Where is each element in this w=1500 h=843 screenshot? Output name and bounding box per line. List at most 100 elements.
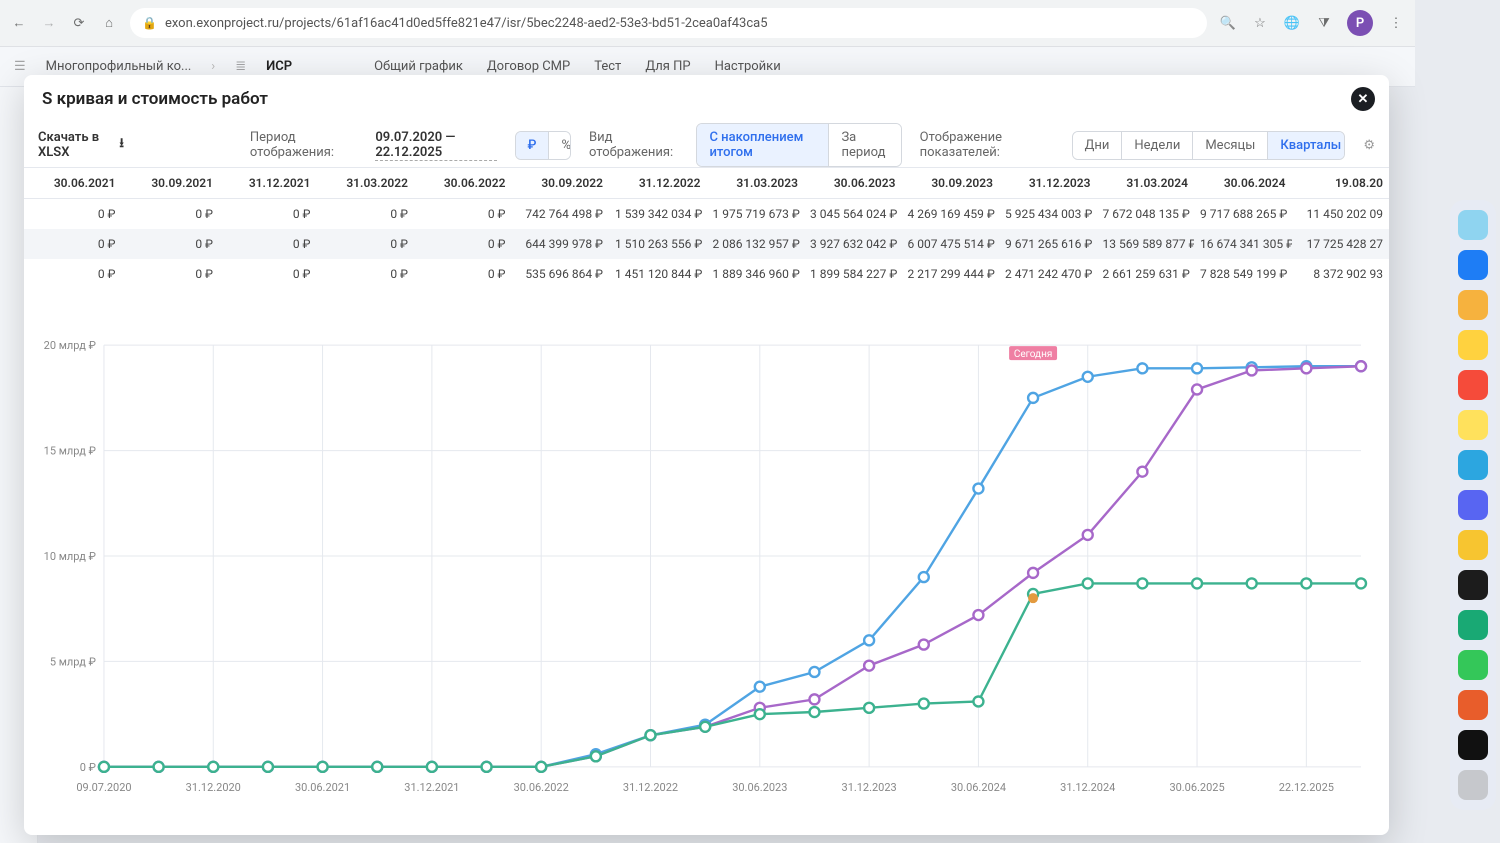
home-icon[interactable]: ⌂: [100, 14, 118, 32]
unit-percent-button[interactable]: %: [549, 132, 571, 159]
address-bar[interactable]: 🔒 exon.exonproject.ru/projects/61af16ac4…: [130, 8, 1207, 38]
table-body: 0 ₽0 ₽0 ₽0 ₽0 ₽742 764 498 ₽1 539 342 03…: [24, 199, 1389, 290]
dock-app-6[interactable]: [1458, 450, 1488, 480]
granularity-Кварталы[interactable]: Кварталы: [1268, 132, 1345, 159]
table-cell: 0 ₽: [414, 199, 512, 230]
extensions-icon[interactable]: ⧩: [1315, 14, 1333, 32]
granularity-label: Отображение показателей:: [920, 130, 1054, 160]
data-table-wrap: 30.06.202130.09.202131.12.202131.03.2022…: [24, 167, 1389, 289]
dock-app-7[interactable]: [1458, 490, 1488, 520]
table-cell: 0 ₽: [24, 199, 122, 230]
svg-text:15 млрд ₽: 15 млрд ₽: [44, 445, 96, 458]
svg-text:30.06.2022: 30.06.2022: [514, 781, 569, 794]
reload-icon[interactable]: ⟳: [70, 14, 88, 32]
svg-text:5 млрд ₽: 5 млрд ₽: [50, 655, 96, 668]
table-header-cell: 30.06.2023: [804, 168, 902, 199]
dock-app-2[interactable]: [1458, 290, 1488, 320]
table-header-cell: 30.06.2022: [414, 168, 512, 199]
svg-text:30.06.2023: 30.06.2023: [732, 781, 787, 794]
forward-icon[interactable]: →: [40, 14, 58, 32]
zoom-icon[interactable]: 🔍: [1219, 14, 1237, 32]
table-header-cell: 31.12.2021: [219, 168, 317, 199]
svg-text:31.12.2022: 31.12.2022: [623, 781, 678, 794]
granularity-Месяцы[interactable]: Месяцы: [1193, 132, 1268, 159]
view-period-button[interactable]: За период: [829, 124, 900, 166]
table-cell: 2 661 259 631 ₽: [1097, 259, 1195, 289]
dock-app-10[interactable]: [1458, 610, 1488, 640]
table-cell: 3 045 564 024 ₽: [804, 199, 902, 230]
settings-icon[interactable]: ⚙: [1363, 138, 1375, 153]
close-button[interactable]: ✕: [1351, 87, 1375, 111]
breadcrumb-project[interactable]: Многопрофильный ко...: [46, 59, 192, 74]
svg-text:31.12.2020: 31.12.2020: [186, 781, 241, 794]
table-cell: 6 007 475 514 ₽: [902, 229, 1000, 259]
view-cumulative-button[interactable]: С накоплением итогом: [697, 124, 829, 166]
table-header-cell: 31.12.2023: [999, 168, 1097, 199]
table-header-cell: 30.09.2023: [902, 168, 1000, 199]
hamburger-icon[interactable]: ☰: [14, 59, 26, 74]
table-cell: 5 925 434 003 ₽: [999, 199, 1097, 230]
url-text: exon.exonproject.ru/projects/61af16ac41d…: [165, 16, 768, 31]
table-cell: 644 399 978 ₽: [512, 229, 610, 259]
dock-app-12[interactable]: [1458, 690, 1488, 720]
download-xlsx-button[interactable]: Скачать в XLSX ⭳: [38, 130, 124, 160]
period-label: Период отображения:: [250, 130, 358, 160]
dock-app-13[interactable]: [1458, 730, 1488, 760]
table-cell: 9 717 688 265 ₽: [1194, 199, 1292, 230]
unit-toggle: ₽ %: [515, 131, 571, 160]
dock-app-0[interactable]: [1458, 210, 1488, 240]
dock-app-9[interactable]: [1458, 570, 1488, 600]
table-cell: 0 ₽: [219, 199, 317, 230]
svg-text:31.12.2023: 31.12.2023: [842, 781, 897, 794]
table-cell: 4 269 169 459 ₽: [902, 199, 1000, 230]
svg-text:22.12.2025: 22.12.2025: [1279, 781, 1334, 794]
s-curve-modal: S кривая и стоимость работ ✕ Скачать в X…: [24, 75, 1389, 835]
browser-chrome: ← → ⟳ ⌂ 🔒 exon.exonproject.ru/projects/6…: [0, 0, 1415, 47]
table-cell: 8 372 902 93: [1292, 259, 1390, 289]
table-cell: 0 ₽: [414, 259, 512, 289]
profile-avatar[interactable]: P: [1347, 10, 1373, 36]
s-curve-chart: 0 ₽5 млрд ₽10 млрд ₽15 млрд ₽20 млрд ₽09…: [42, 313, 1371, 827]
granularity-Дни[interactable]: Дни: [1073, 132, 1123, 159]
dock-app-3[interactable]: [1458, 330, 1488, 360]
dock-app-1[interactable]: [1458, 250, 1488, 280]
period-value[interactable]: 09.07.2020 — 22.12.2025: [375, 130, 496, 161]
table-header-row: 30.06.202130.09.202131.12.202131.03.2022…: [24, 168, 1389, 199]
table-cell: 1 451 120 844 ₽: [609, 259, 707, 289]
star-icon[interactable]: ☆: [1251, 14, 1269, 32]
table-cell: 0 ₽: [24, 229, 122, 259]
dock-app-5[interactable]: [1458, 410, 1488, 440]
table-header-cell: 19.08.20: [1292, 168, 1390, 199]
table-cell: 7 672 048 135 ₽: [1097, 199, 1195, 230]
table-cell: 535 696 864 ₽: [512, 259, 610, 289]
dock-app-8[interactable]: [1458, 530, 1488, 560]
table-cell: 16 674 341 305 ₽: [1194, 229, 1292, 259]
svg-text:10 млрд ₽: 10 млрд ₽: [44, 550, 96, 563]
breadcrumb-section[interactable]: ИСР: [266, 59, 292, 74]
table-cell: 1 510 263 556 ₽: [609, 229, 707, 259]
table-header-cell: 31.12.2022: [609, 168, 707, 199]
back-icon[interactable]: ←: [10, 14, 28, 32]
table-cell: 0 ₽: [122, 199, 220, 230]
dock-app-4[interactable]: [1458, 370, 1488, 400]
unit-rouble-button[interactable]: ₽: [516, 132, 550, 159]
view-mode-toggle: С накоплением итогом За период: [696, 123, 901, 167]
globe-icon[interactable]: 🌐: [1283, 14, 1301, 32]
table-cell: 0 ₽: [317, 229, 415, 259]
table-cell: 0 ₽: [122, 229, 220, 259]
table-cell: 0 ₽: [122, 259, 220, 289]
svg-text:30.06.2024: 30.06.2024: [951, 781, 1006, 794]
dock-app-14[interactable]: [1458, 770, 1488, 800]
close-icon: ✕: [1358, 92, 1369, 107]
svg-text:Сегодня: Сегодня: [1014, 349, 1053, 360]
data-table: 30.06.202130.09.202131.12.202131.03.2022…: [24, 168, 1389, 289]
table-cell: 742 764 498 ₽: [512, 199, 610, 230]
table-cell: 0 ₽: [24, 259, 122, 289]
granularity-Недели[interactable]: Недели: [1122, 132, 1193, 159]
dock-app-11[interactable]: [1458, 650, 1488, 680]
table-cell: 0 ₽: [317, 259, 415, 289]
table-cell: 13 569 589 877 ₽: [1097, 229, 1195, 259]
menu-icon[interactable]: ⋮: [1387, 14, 1405, 32]
table-cell: 2 086 132 957 ₽: [707, 229, 805, 259]
table-cell: 0 ₽: [219, 259, 317, 289]
